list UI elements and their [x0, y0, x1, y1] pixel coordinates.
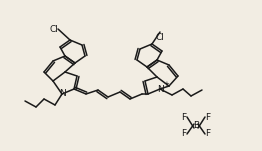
- Text: B: B: [193, 122, 199, 130]
- Text: F: F: [182, 129, 187, 138]
- Text: F: F: [182, 114, 187, 122]
- Text: Cl: Cl: [50, 24, 58, 34]
- Text: Cl: Cl: [156, 32, 165, 42]
- Text: N: N: [59, 90, 66, 98]
- Text: +: +: [163, 81, 169, 87]
- Text: F: F: [205, 114, 211, 122]
- Text: F: F: [205, 129, 211, 138]
- Text: N: N: [158, 85, 164, 93]
